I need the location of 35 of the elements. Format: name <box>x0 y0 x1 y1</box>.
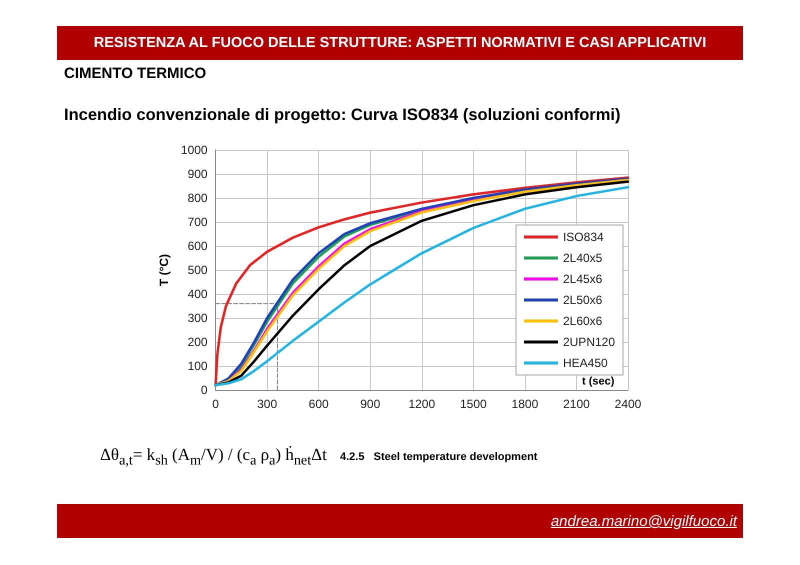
x-tick-label: 2100 <box>563 397 590 411</box>
legend-label: 2L45x6 <box>562 272 603 286</box>
x-tick-label: 1500 <box>460 397 488 411</box>
y-tick-label: 900 <box>188 167 208 181</box>
legend-label: ISO834 <box>562 230 604 244</box>
chart-subtitle: CIMENTO TERMICO <box>64 65 206 82</box>
y-tick-label: 800 <box>188 191 208 205</box>
text: 4.2.5 Steel temperature development <box>340 451 538 463</box>
x-tick-label: 2400 <box>614 397 642 411</box>
y-tick-label: 200 <box>188 335 208 349</box>
legend-label: 2UPN120 <box>562 335 616 349</box>
y-tick-label: 500 <box>188 263 208 277</box>
text: Δθ$_{a,t}$= k$_{sh}$ (A$_{m}$/V) / (c$_{a}$ ρ$_{a}$) ḣ$_{net}$Δt <box>100 445 327 468</box>
y-tick-label: 700 <box>188 215 208 229</box>
x-tick-label: 1200 <box>408 397 436 411</box>
legend-label: 2L40x5 <box>562 251 603 265</box>
y-tick-label: 400 <box>188 287 208 301</box>
y-tick-label: 100 <box>188 359 208 373</box>
y-axis-title: T (°C) <box>157 254 171 286</box>
x-tick-label: 600 <box>308 397 330 411</box>
y-tick-label: 600 <box>188 239 208 253</box>
legend-label: HEA450 <box>562 356 608 370</box>
y-tick-label: 0 <box>200 383 208 397</box>
legend-label: 2L50x6 <box>562 293 603 307</box>
x-tick-label: 300 <box>257 397 278 411</box>
y-tick-label: 1000 <box>180 143 208 157</box>
y-tick-label: 300 <box>188 311 208 325</box>
text: andrea.marino@vigilfuoco.it <box>550 513 737 530</box>
text: Incendio convenzionale di progetto: Curva ISO834 (soluzioni conformi) <box>64 106 620 125</box>
x-tick-label: 0 <box>212 397 220 411</box>
legend-label: 2L60x6 <box>562 314 603 328</box>
x-axis-title: t (sec) <box>582 376 615 388</box>
chart-title: RESISTENZA AL FUOCO DELLE STRUTTURE: ASPETTI NORMATIVI E CASI APPLICATIVI <box>57 26 743 60</box>
x-tick-label: 1800 <box>512 397 539 411</box>
x-tick-label: 900 <box>360 397 381 411</box>
